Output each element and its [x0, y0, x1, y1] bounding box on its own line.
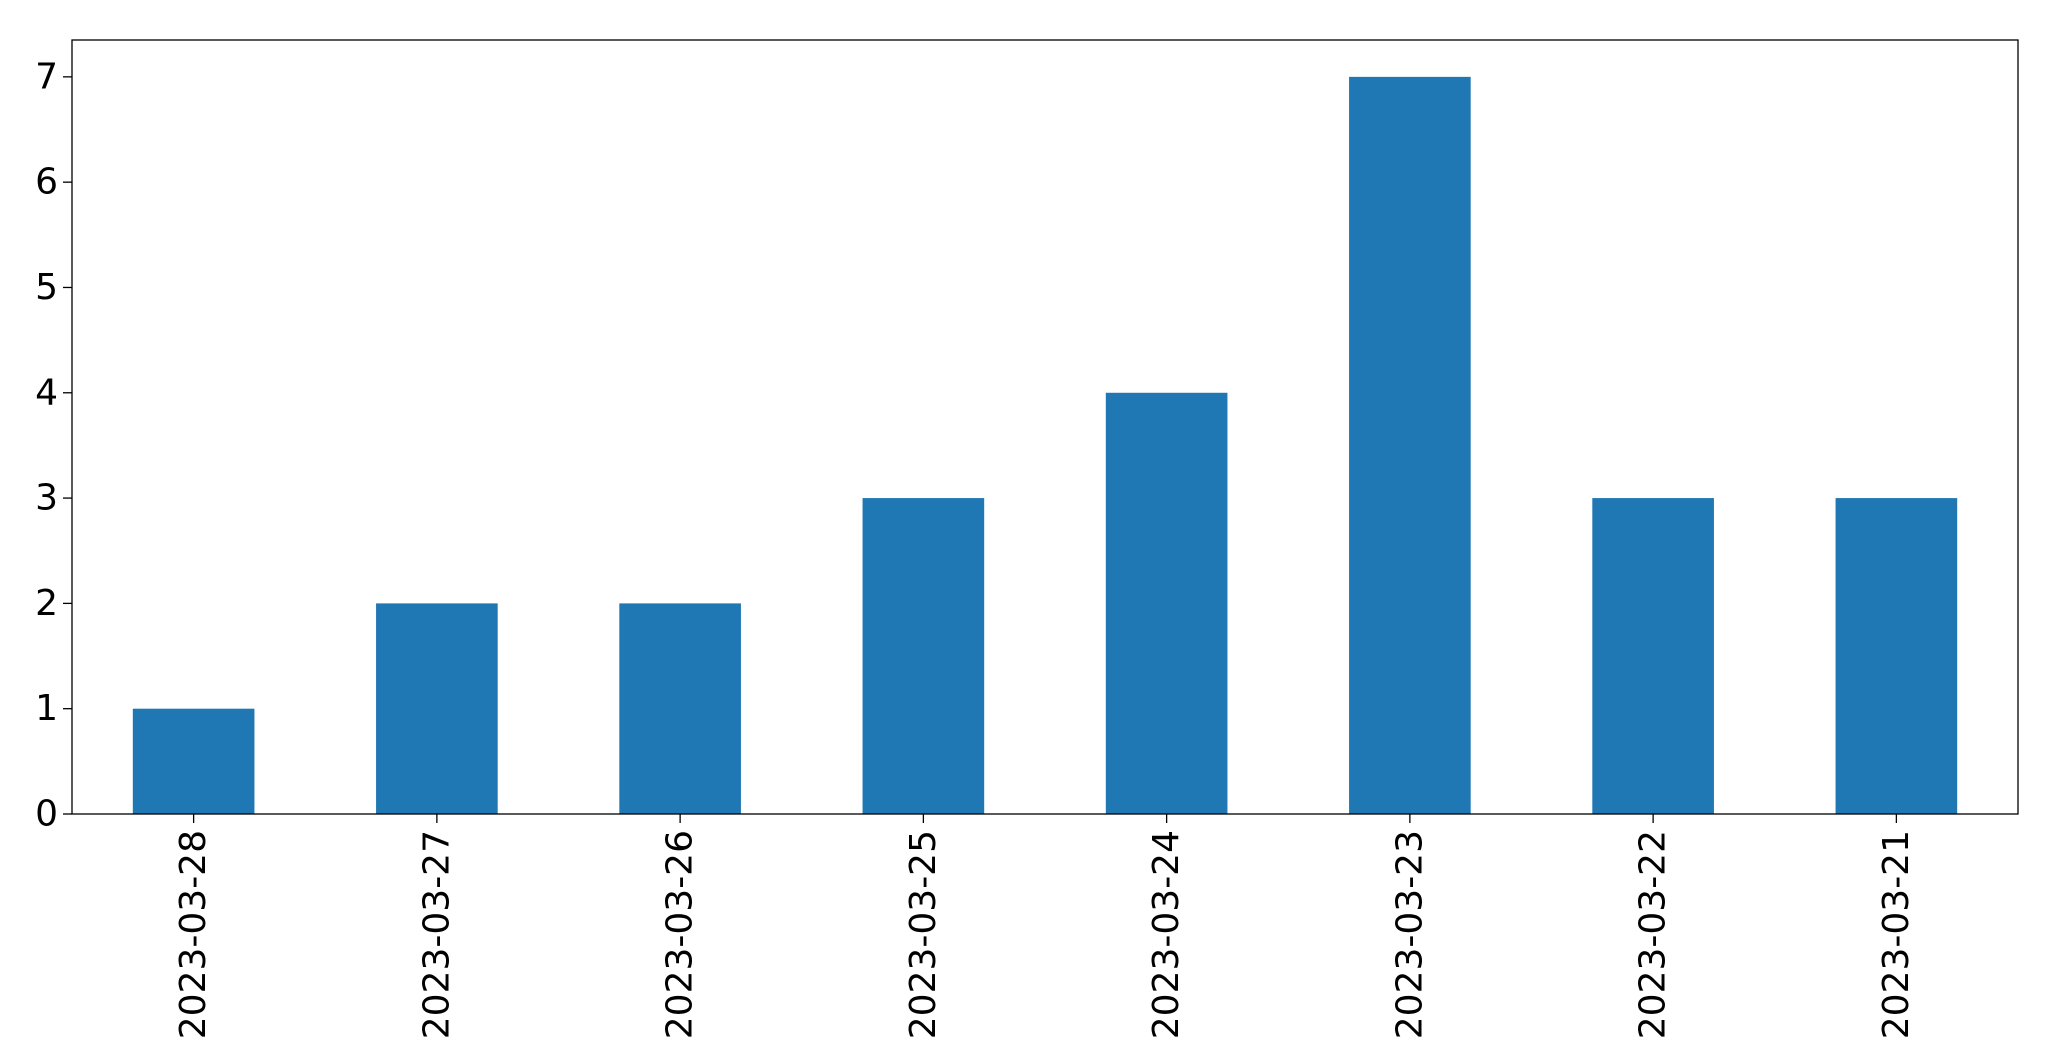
x-axis: 2023-03-28 2023-03-27 2023-03-26 2023-03-25… — [173, 814, 1917, 1039]
bar-2023-03-26 — [619, 603, 741, 814]
bar-2023-03-28 — [132, 708, 255, 814]
x-tick-label: 2023-03-27 — [416, 830, 457, 1039]
bar-2023-03-22 — [1592, 498, 1714, 814]
bars-group — [132, 76, 1958, 815]
x-tick-label: 2023-03-28 — [173, 830, 214, 1039]
y-tick-label: 7 — [35, 56, 58, 97]
y-tick-label: 6 — [35, 162, 58, 203]
x-tick-label: 2023-03-24 — [1146, 830, 1187, 1039]
x-tick-label: 2023-03-26 — [660, 830, 701, 1039]
bar-2023-03-21 — [1835, 498, 1958, 814]
x-tick-label: 2023-03-25 — [903, 830, 944, 1039]
x-tick-label: 2023-03-21 — [1876, 830, 1917, 1039]
bar-2023-03-23 — [1349, 76, 1471, 815]
x-tick-label: 2023-03-22 — [1633, 830, 1674, 1039]
plot-frame — [71, 39, 2019, 815]
y-tick-label: 4 — [35, 372, 58, 413]
y-tick-label: 5 — [35, 267, 58, 308]
y-tick-label: 1 — [35, 688, 58, 729]
y-axis: 0 1 2 3 4 5 6 7 — [35, 56, 72, 835]
bar-2023-03-24 — [1105, 392, 1228, 814]
bar-2023-03-27 — [376, 603, 498, 814]
y-tick-label: 2 — [35, 583, 58, 624]
y-tick-label: 3 — [35, 478, 58, 519]
y-tick-label: 0 — [35, 794, 58, 835]
x-tick-label: 2023-03-23 — [1389, 830, 1430, 1039]
bar-2023-03-25 — [862, 498, 985, 814]
